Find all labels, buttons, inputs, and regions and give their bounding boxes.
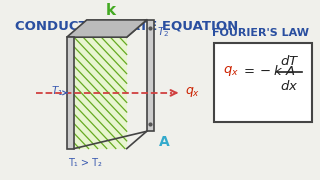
Text: A: A — [159, 135, 170, 149]
Bar — [214, 43, 312, 122]
Text: $dT$: $dT$ — [280, 54, 299, 68]
Text: T₁ > T₂: T₁ > T₂ — [68, 158, 102, 168]
Bar — [67, 37, 74, 148]
Text: FOURIER'S LAW: FOURIER'S LAW — [212, 28, 309, 38]
Text: $q_x$: $q_x$ — [223, 64, 239, 78]
Text: $T_2$: $T_2$ — [157, 26, 169, 39]
Text: k: k — [105, 3, 116, 18]
Text: $= -k\ A$: $= -k\ A$ — [241, 64, 296, 78]
Polygon shape — [67, 20, 147, 37]
Bar — [147, 20, 154, 131]
Text: $q_x$: $q_x$ — [185, 85, 200, 99]
Text: $dx$: $dx$ — [280, 79, 299, 93]
Text: $T_1$: $T_1$ — [51, 84, 63, 98]
Text: CONDUCTION RATE EQUATION: CONDUCTION RATE EQUATION — [15, 20, 238, 33]
Bar — [74, 37, 127, 148]
